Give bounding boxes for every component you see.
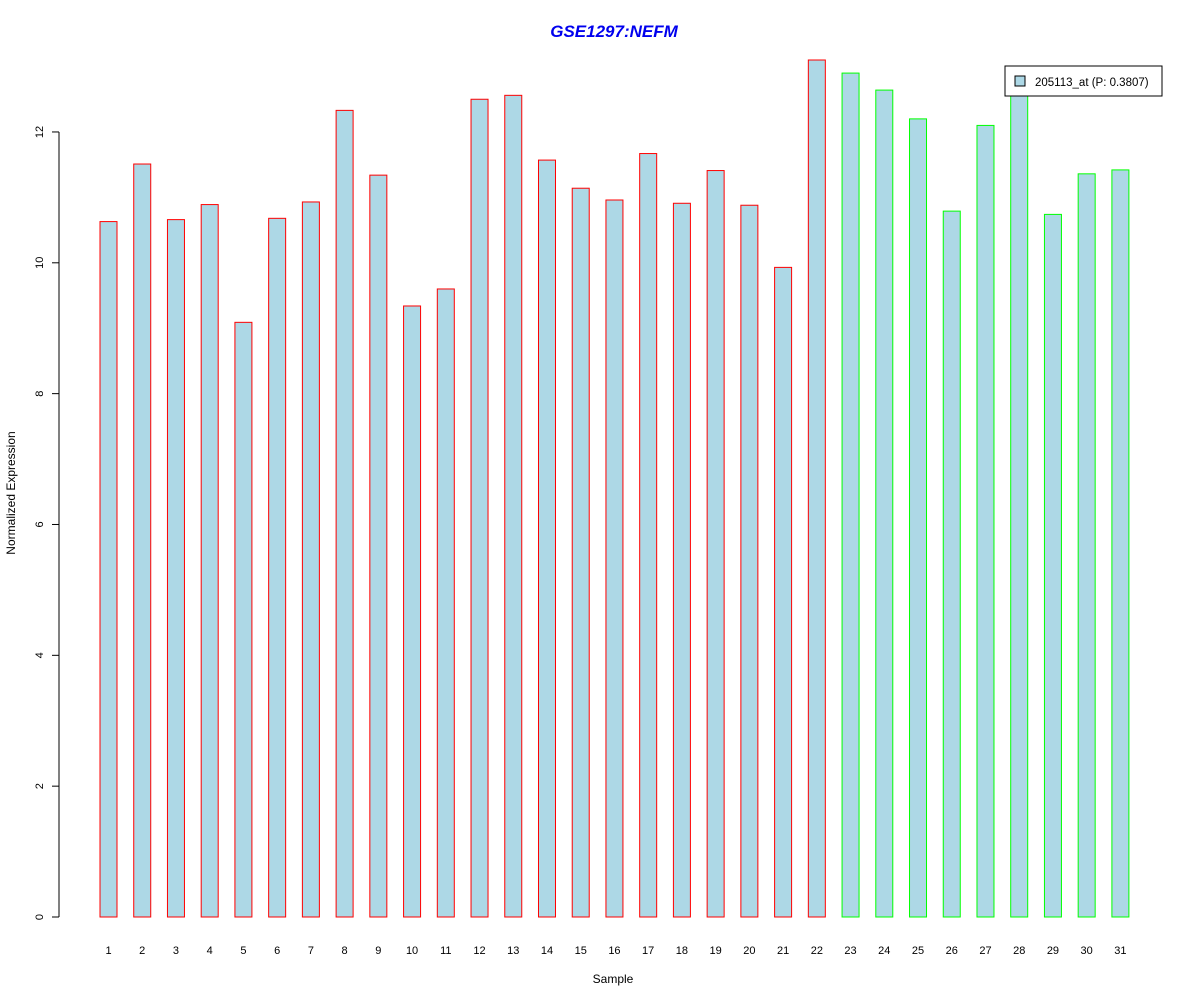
- x-tick-label: 9: [375, 945, 381, 957]
- bar-sample-19: [706, 170, 725, 918]
- legend-box: [1004, 65, 1163, 97]
- x-tick-label: 25: [912, 945, 924, 957]
- x-tick-label: 2: [139, 945, 145, 957]
- bar-sample-5: [234, 321, 253, 918]
- bar-sample-18: [672, 202, 691, 918]
- y-axis: 0 2 4 6 8 10 12: [34, 126, 60, 920]
- bar-sample-31: [1111, 169, 1130, 918]
- bar-sample-26: [942, 210, 961, 918]
- bar-sample-3: [166, 219, 185, 918]
- x-tick-label: 12: [473, 945, 485, 957]
- x-axis-title: Sample: [593, 972, 634, 986]
- legend: 205113_at (P: 0.3807): [1004, 65, 1163, 97]
- bar-sample-23: [841, 72, 860, 918]
- bar-sample-22: [807, 59, 826, 918]
- x-tick-label: 28: [1013, 945, 1025, 957]
- bar-sample-13: [504, 94, 523, 918]
- bar-sample-8: [335, 109, 354, 918]
- x-tick-label: 19: [710, 945, 722, 957]
- x-tick-label: 5: [240, 945, 246, 957]
- x-tick-label: 1: [105, 945, 111, 957]
- x-tick-label: 10: [406, 945, 418, 957]
- x-tick-label: 30: [1081, 945, 1093, 957]
- x-tick-label: 18: [676, 945, 688, 957]
- x-tick-label: 20: [743, 945, 755, 957]
- y-tick-label: 6: [34, 521, 46, 527]
- x-tick-label: 23: [844, 945, 856, 957]
- bar-sample-25: [909, 118, 928, 918]
- bar-sample-30: [1077, 173, 1096, 918]
- x-tick-label: 15: [575, 945, 587, 957]
- bar-sample-4: [200, 204, 219, 918]
- y-tick-label: 2: [34, 783, 46, 789]
- legend-swatch: [1014, 75, 1026, 87]
- bar-sample-10: [403, 305, 422, 918]
- bar-sample-20: [740, 204, 759, 918]
- x-tick-label: 17: [642, 945, 654, 957]
- bar-sample-27: [976, 124, 995, 918]
- x-tick-label: 4: [207, 945, 213, 957]
- bar-sample-14: [537, 159, 556, 918]
- bar-sample-12: [470, 98, 489, 918]
- y-tick-label: 12: [34, 126, 46, 138]
- bar-sample-17: [639, 153, 658, 918]
- x-tick-label: 8: [342, 945, 348, 957]
- bar-sample-7: [301, 201, 320, 918]
- y-axis-title: Normalized Expression: [4, 431, 18, 554]
- x-tick-label: 3: [173, 945, 179, 957]
- x-tick-label: 14: [541, 945, 553, 957]
- legend-label: 205113_at (P: 0.3807): [1035, 77, 1149, 89]
- bar-sample-21: [774, 266, 793, 918]
- bars-group: [99, 59, 1130, 918]
- y-tick-label: 0: [34, 914, 46, 920]
- x-tick-label: 21: [777, 945, 789, 957]
- bar-sample-2: [133, 163, 152, 918]
- x-tick-label: 11: [440, 945, 451, 957]
- x-tick-label: 22: [811, 945, 823, 957]
- bar-sample-15: [571, 187, 590, 918]
- y-tick-label: 10: [34, 257, 46, 269]
- x-tick-label: 27: [979, 945, 991, 957]
- x-tick-label: 16: [608, 945, 620, 957]
- x-tick-labels: 1 2 3 4 5 6 7 8 9 10 11 12 13 14 15 16 17 18 19 20 21 22 23 24 2…: [105, 945, 1126, 957]
- bar-sample-29: [1043, 213, 1062, 918]
- x-tick-label: 6: [274, 945, 280, 957]
- bar-sample-6: [268, 217, 287, 918]
- bar-sample-28: [1010, 92, 1029, 918]
- y-tick-label: 8: [34, 391, 46, 397]
- chart-title: GSE1297:NEFM: [550, 22, 678, 41]
- x-tick-label: 26: [946, 945, 958, 957]
- x-tick-label: 31: [1114, 945, 1126, 957]
- x-tick-label: 29: [1047, 945, 1059, 957]
- y-tick-label: 4: [34, 652, 46, 658]
- bar-sample-9: [369, 174, 388, 918]
- x-tick-label: 13: [507, 945, 519, 957]
- bar-sample-16: [605, 199, 624, 918]
- bar-sample-24: [875, 89, 894, 918]
- x-tick-label: 24: [878, 945, 890, 957]
- bar-sample-11: [436, 288, 455, 918]
- bar-sample-1: [99, 221, 118, 918]
- x-tick-label: 7: [308, 945, 314, 957]
